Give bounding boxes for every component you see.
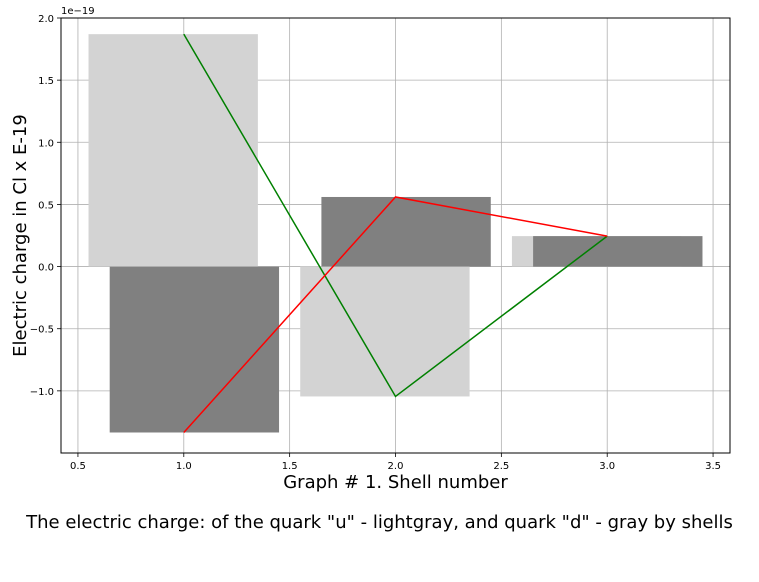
y-tick-label: 0.0 bbox=[38, 263, 54, 274]
x-tick-label: 3.5 bbox=[705, 461, 721, 472]
y-tick-label: −0.5 bbox=[30, 325, 54, 336]
y-tick-label: 0.5 bbox=[38, 200, 54, 211]
bar-d bbox=[109, 266, 280, 433]
bars bbox=[88, 34, 703, 433]
x-tick-label: 2.5 bbox=[493, 461, 509, 472]
bar-u bbox=[88, 34, 258, 267]
x-tick-label: 1.0 bbox=[176, 461, 192, 472]
series-line bbox=[183, 33, 608, 398]
bar-u bbox=[300, 266, 470, 397]
x-axis-label: Graph # 1. Shell number bbox=[283, 472, 508, 493]
y-tick-label: 2.0 bbox=[38, 14, 54, 25]
series-lines bbox=[183, 33, 608, 433]
chart-caption: The electric charge: of the quark "u" - … bbox=[26, 512, 733, 533]
series-line bbox=[183, 196, 608, 433]
x-tick-label: 3.0 bbox=[599, 461, 615, 472]
bar-d bbox=[533, 236, 703, 267]
y-tick-label: 1.5 bbox=[38, 76, 54, 87]
bar-d bbox=[321, 196, 491, 267]
y-offset-text: 1e−19 bbox=[61, 6, 95, 17]
x-tick-label: 0.5 bbox=[70, 461, 86, 472]
y-tick-label: −1.0 bbox=[30, 387, 54, 398]
y-axis-label: Electric charge in Cl x E-19 bbox=[10, 114, 31, 357]
x-tick-label: 2.0 bbox=[388, 461, 404, 472]
y-tick-label: 1.0 bbox=[38, 138, 54, 149]
x-tick-label: 1.5 bbox=[282, 461, 298, 472]
ticks: 0.5 1.0 1.5 2.0 2.5 3.0 3.5 −1.0 −0.5 0.0 0.5 1.0 1.… bbox=[30, 14, 721, 472]
